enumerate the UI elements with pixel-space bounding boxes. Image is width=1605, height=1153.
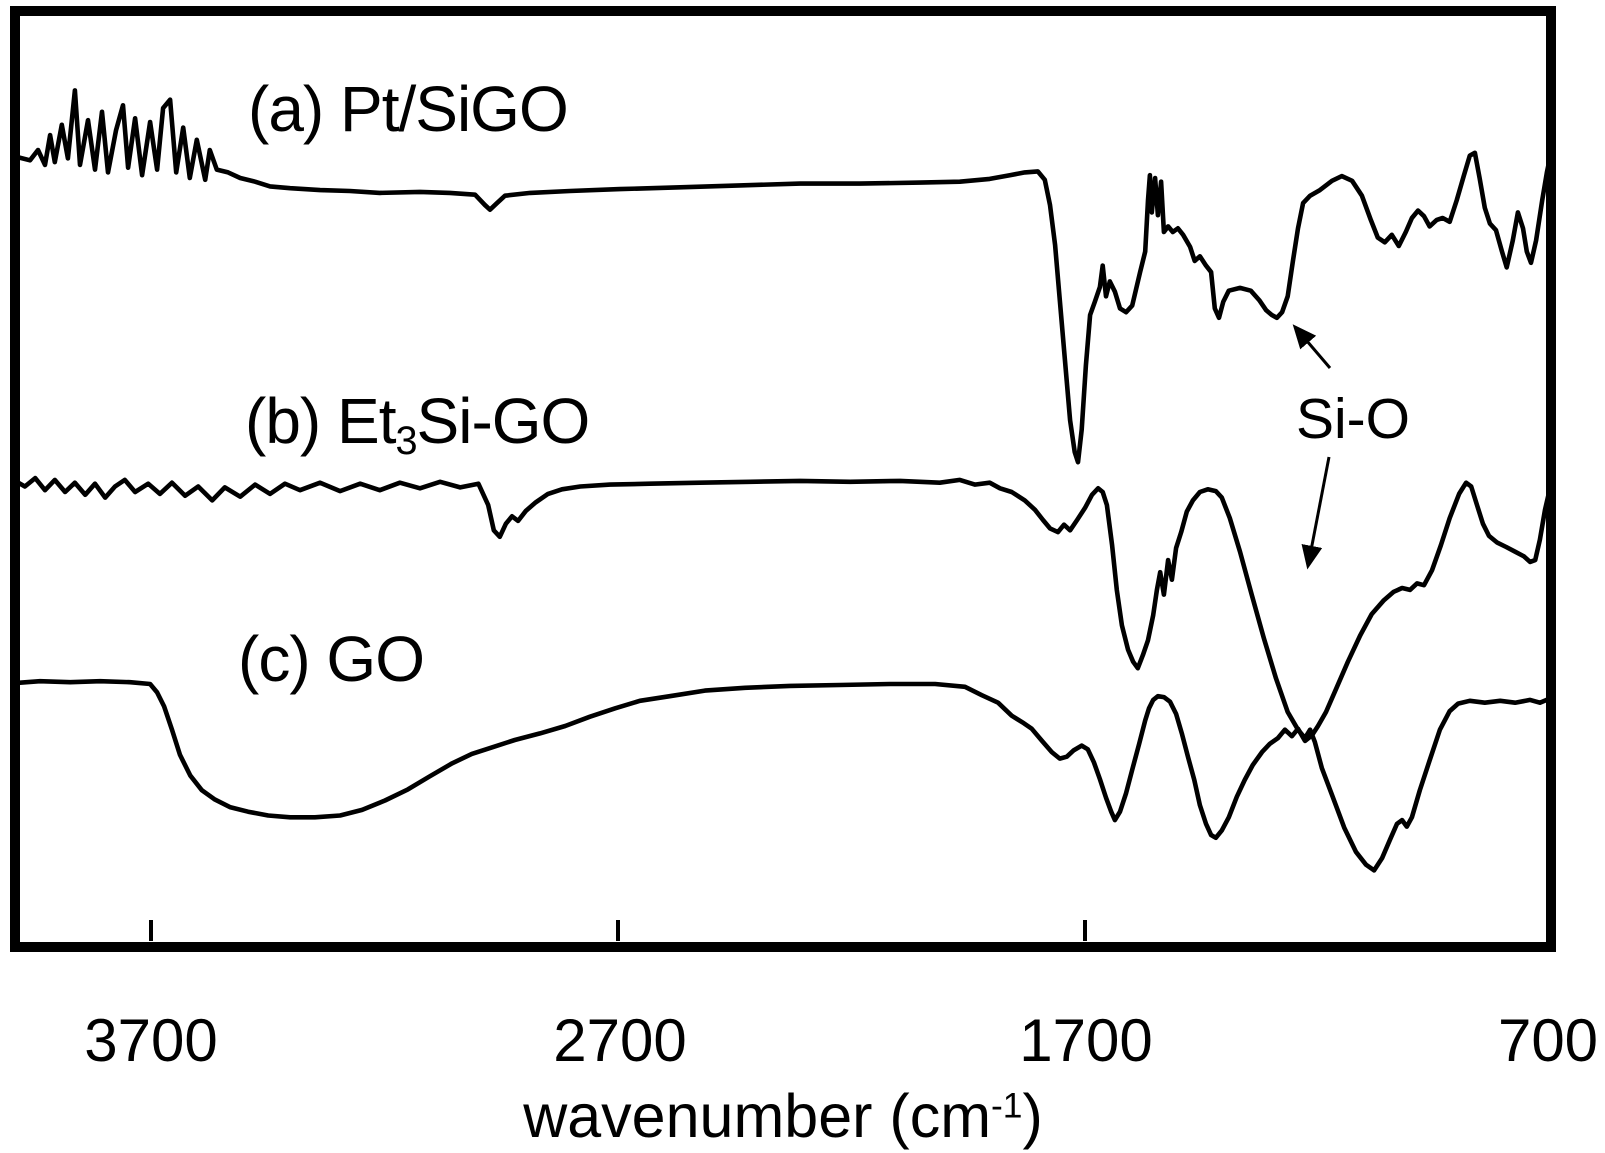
trace-label-c: (c) GO <box>238 623 425 695</box>
spectra-traces <box>12 88 1554 873</box>
x-tick-label-2700: 2700 <box>553 1007 687 1074</box>
si-o-annotation-label: Si-O <box>1296 391 1410 448</box>
trace-a <box>12 88 1553 465</box>
x-axis-title-superscript: -1 <box>991 1086 1023 1126</box>
si-o-annotation-text: Si-O <box>1296 387 1410 451</box>
trace-label-b-suffix: Si-GO <box>416 385 591 457</box>
x-tick-label-3700: 3700 <box>84 1007 218 1074</box>
trace-b <box>12 475 1554 873</box>
trace-label-b-prefix: (b) Et <box>245 385 396 457</box>
x-tick-label-700: 700 <box>1497 1007 1599 1074</box>
si-o-arrow-1 <box>1292 324 1332 369</box>
trace-label-c-text: (c) GO <box>238 623 425 695</box>
trace-label-a: (a) Pt/SiGO <box>248 73 569 145</box>
x-axis-ticks <box>149 920 1554 941</box>
x-axis-title: wavenumber (cm-1) <box>523 1086 1043 1147</box>
annotation-arrows <box>1292 324 1332 570</box>
x-tick-label-1700: 1700 <box>1019 1007 1153 1074</box>
si-o-arrow-2 <box>1301 456 1331 570</box>
x-axis-title-text: wavenumber (cm <box>523 1082 992 1150</box>
trace-label-b-subscript: 3 <box>395 419 417 464</box>
x-axis-title-closing: ) <box>1022 1082 1043 1150</box>
trace-label-b: (b) Et3Si-GO <box>245 385 591 464</box>
trace-c <box>12 480 1554 841</box>
trace-label-a-text: (a) Pt/SiGO <box>248 73 569 145</box>
